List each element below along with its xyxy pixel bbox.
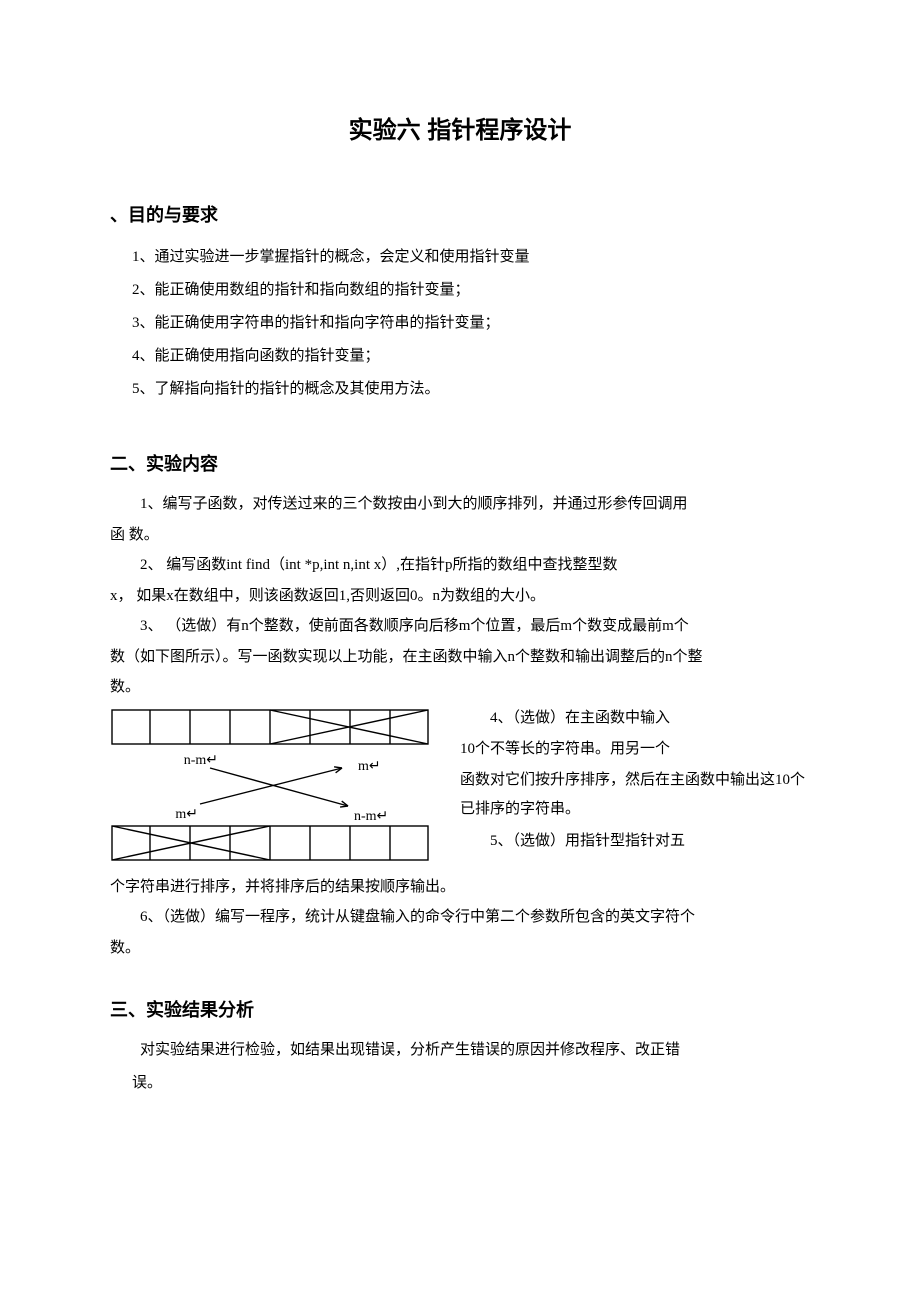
objective-item-5: 5、了解指向指针的指针的概念及其使用方法。: [132, 373, 810, 406]
task-1-line-a: 1、编写子函数，对传送过来的三个数按由小到大的顺序排列，并通过形参传回调用: [110, 490, 810, 519]
analysis-line-a: 对实验结果进行检验，如结果出现错误，分析产生错误的原因并修改程序、改正错: [110, 1036, 810, 1065]
task-2-line-b: x， 如果x在数组中，则该函数返回1,否则返回0。n为数组的大小。: [110, 582, 810, 611]
task-3-line-c: 数。: [110, 673, 810, 702]
svg-text:m↵: m↵: [358, 759, 381, 774]
objective-item-1: 1、通过实验进一步掌握指针的概念，会定义和使用指针变量: [132, 241, 810, 274]
doc-title: 实验六 指针程序设计: [110, 110, 810, 145]
task-1-line-b: 函 数。: [110, 521, 810, 550]
section-1-heading: 、目的与要求: [110, 201, 810, 227]
section-3-heading: 三、实验结果分析: [110, 996, 810, 1022]
task-3-line-b: 数（如下图所示）。写一函数实现以上功能，在主函数中输入n个整数和输出调整后的n个…: [110, 643, 810, 672]
task-6-line-b: 数。: [110, 934, 810, 963]
objective-item-4: 4、能正确使用指向函数的指针变量；: [132, 340, 810, 373]
objective-item-3: 3、能正确使用字符串的指针和指向字符串的指针变量；: [132, 307, 810, 340]
task-5-line-b: 个字符串进行排序，并将排序后的结果按顺序输出。: [110, 873, 810, 902]
analysis-line-b: 误。: [132, 1067, 810, 1100]
section-2-heading: 二、实验内容: [110, 450, 810, 476]
task-6-line-a: 6、（选做）编写一程序，统计从键盘输入的命令行中第二个参数所包含的英文字符个: [110, 903, 810, 932]
task-3-line-a: 3、 （选做）有n个整数，使前面各数顺序向后移m个位置，最后m个数变成最前m个: [110, 612, 810, 641]
task-2-line-a: 2、 编写函数int find（int *p,int n,int x）,在指针p…: [110, 551, 810, 580]
svg-text:n-m↵: n-m↵: [354, 809, 388, 824]
objective-item-2: 2、能正确使用数组的指针和指向数组的指针变量；: [132, 274, 810, 307]
svg-text:n-m↵: n-m↵: [184, 753, 218, 768]
svg-text:m↵: m↵: [175, 807, 198, 822]
array-shift-diagram: n-m↵ m↵ m↵ n-m↵: [110, 708, 430, 863]
